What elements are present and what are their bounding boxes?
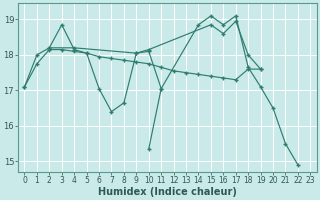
X-axis label: Humidex (Indice chaleur): Humidex (Indice chaleur) <box>98 187 237 197</box>
